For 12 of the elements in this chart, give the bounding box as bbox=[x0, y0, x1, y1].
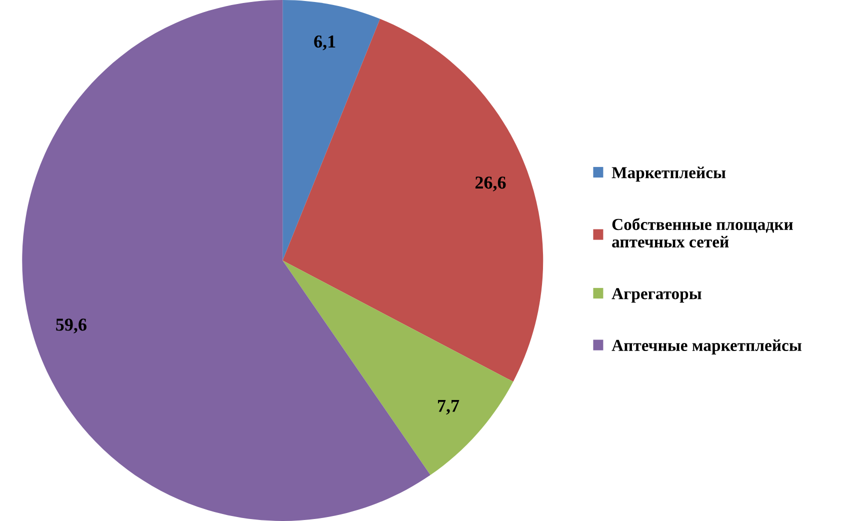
legend-label: Агрегаторы bbox=[612, 288, 702, 303]
data-label: 59,6 bbox=[56, 318, 86, 334]
data-label: 7,7 bbox=[438, 400, 460, 415]
legend-label: Собственные площадки аптечных сетей bbox=[612, 218, 793, 248]
pie-slice bbox=[282, 260, 514, 476]
legend-label: Маркетплейсы bbox=[612, 166, 726, 182]
pie-slice bbox=[22, 0, 430, 521]
pie-slice bbox=[282, 18, 544, 382]
legend-label: Аптечные маркетплейсы bbox=[612, 339, 802, 354]
data-label: 26,6 bbox=[475, 176, 506, 192]
data-label: 6,1 bbox=[314, 36, 336, 50]
pie-slice bbox=[282, 0, 380, 260]
